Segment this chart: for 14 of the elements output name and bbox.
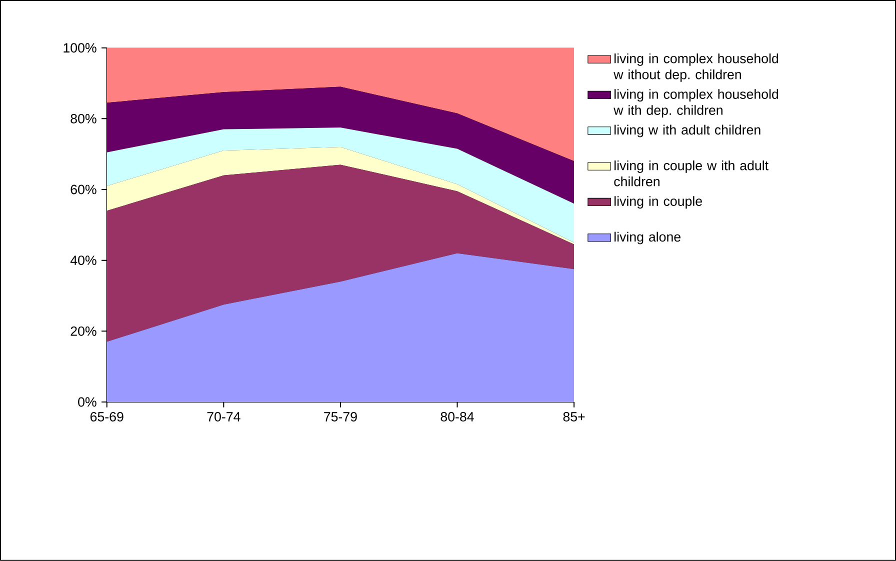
y-tick-label: 100% [64,43,96,53]
legend-label: living w ith adult children [614,124,760,138]
y-tick-label: 60% [70,184,96,194]
y-tick-label: 40% [70,256,96,266]
legend-label: living alone [614,232,680,244]
x-tick-label: 80-84 [440,412,474,422]
y-tick-label: 20% [70,326,96,336]
x-tick-label: 65-69 [90,412,124,422]
x-tick-label: 85+ [563,412,585,422]
y-tick-label: 0% [78,397,96,407]
x-tick-label: 75-79 [324,412,357,422]
x-tick-label: 70-74 [207,412,240,422]
legend-label: living in couple [614,196,702,209]
y-tick-label: 80% [70,114,96,124]
